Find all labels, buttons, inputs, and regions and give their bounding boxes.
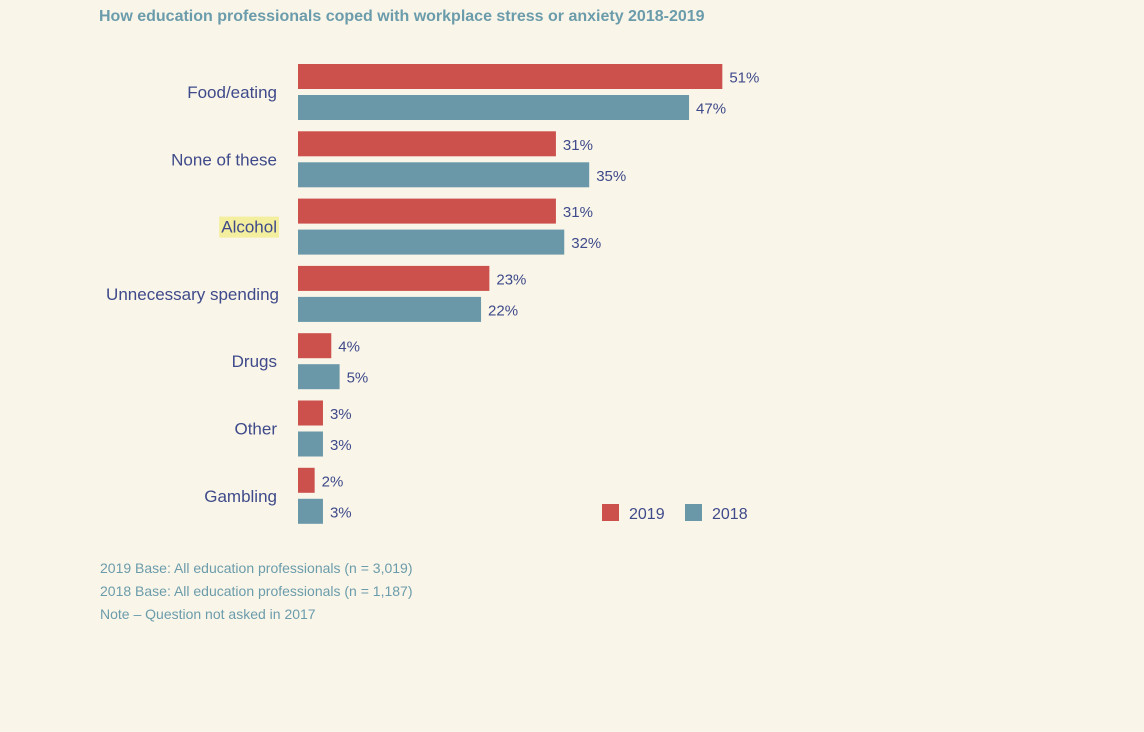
category-label-unnecessary-spending: Unnecessary spending: [106, 285, 279, 304]
value-label-2019-gambling: 2%: [322, 473, 344, 490]
bar-2018-unnecessary-spending: [298, 296, 482, 322]
value-label-2018-gambling: 3%: [330, 504, 352, 521]
legend-label-2018: 2018: [712, 506, 748, 523]
chart-notes: 2019 Base: All education professionals (…: [100, 557, 412, 626]
note-2019-base: 2019 Base: All education professionals (…: [100, 560, 413, 576]
value-label-2019-none-of-these: 31%: [563, 137, 593, 154]
legend-swatch-2018: [685, 504, 702, 521]
value-label-2019-unnecessary-spending: 23%: [496, 271, 526, 288]
value-label-2018-alcohol: 32%: [571, 235, 601, 252]
value-label-2018-none-of-these: 35%: [596, 168, 626, 185]
category-label-alcohol: Alcohol: [221, 218, 277, 237]
note-2018-base: 2018 Base: All education professionals (…: [100, 583, 413, 599]
value-label-2019-food-eating: 51%: [729, 70, 759, 87]
legend-label-2019: 2019: [629, 506, 665, 523]
value-label-2019-alcohol: 31%: [563, 204, 593, 221]
note-2017: Note – Question not asked in 2017: [100, 606, 316, 622]
bar-2019-drugs: [298, 333, 332, 359]
category-label-drugs: Drugs: [232, 352, 277, 371]
value-label-2019-other: 3%: [330, 406, 352, 423]
value-label-2018-unnecessary-spending: 22%: [488, 302, 518, 319]
bar-2019-unnecessary-spending: [298, 265, 490, 291]
category-label-food-eating: Food/eating: [187, 83, 277, 102]
category-label-gambling: Gambling: [204, 487, 277, 506]
bar-2018-drugs: [298, 364, 340, 390]
value-label-2018-food-eating: 47%: [696, 101, 726, 118]
bar-2018-gambling: [298, 498, 323, 524]
bar-2018-alcohol: [298, 229, 565, 255]
legend-swatch-2019: [602, 504, 619, 521]
value-label-2019-drugs: 4%: [338, 339, 360, 356]
bar-2018-food-eating: [298, 95, 690, 120]
bar-2019-gambling: [298, 467, 315, 493]
value-label-2018-drugs: 5%: [347, 370, 369, 387]
bar-2019-none-of-these: [298, 131, 556, 157]
bar-2018-other: [298, 431, 323, 457]
category-label-other: Other: [234, 420, 277, 439]
chart-title: How education professionals coped with w…: [99, 8, 705, 25]
bar-2018-none-of-these: [298, 162, 590, 188]
category-highlight-alcohol: [219, 216, 279, 238]
bar-2019-alcohol: [298, 198, 556, 224]
bar-2019-other: [298, 400, 323, 426]
category-label-none-of-these: None of these: [171, 150, 277, 169]
bar-2019-food-eating: [298, 64, 723, 89]
value-label-2018-other: 3%: [330, 437, 352, 454]
